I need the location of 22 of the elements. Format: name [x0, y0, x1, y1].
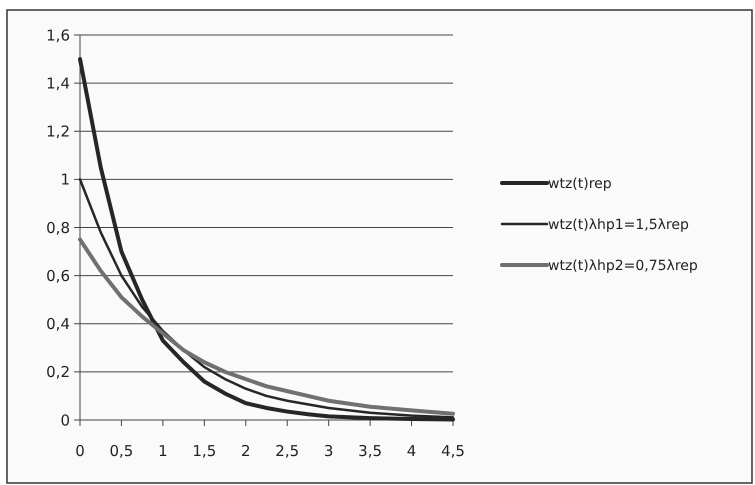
y-tick-label: 0,6 — [46, 266, 70, 285]
x-tick-label: 3 — [324, 442, 334, 460]
x-tick-label: 2,5 — [275, 442, 300, 460]
y-tick-label: 1 — [60, 170, 70, 189]
legend-label: wtz(t)rep — [548, 176, 612, 192]
y-tick-label: 0 — [60, 411, 70, 430]
x-tick-label: 4,5 — [441, 442, 465, 460]
x-tick-label: 2 — [241, 442, 251, 460]
y-tick-label: 1,4 — [46, 74, 70, 92]
y-tick-label: 0,8 — [46, 218, 70, 237]
legend-label: wtz(t)λhp1=1,5λrep — [548, 216, 689, 233]
y-tick-label: 0,4 — [46, 315, 70, 333]
y-tick-label: 1,2 — [46, 122, 70, 140]
x-tick-label: 1,5 — [192, 442, 216, 460]
x-tick-label: 3,5 — [358, 442, 382, 460]
legend-label: wtz(t)λhp2=0,75λrep — [548, 258, 698, 274]
y-tick-label: 1,6 — [46, 26, 70, 44]
x-tick-label: 4 — [406, 442, 416, 460]
x-tick-label: 0 — [75, 442, 85, 460]
x-tick-label: 1 — [158, 442, 168, 460]
y-tick-label: 0,2 — [46, 363, 70, 382]
x-tick-label: 0,5 — [110, 442, 134, 460]
